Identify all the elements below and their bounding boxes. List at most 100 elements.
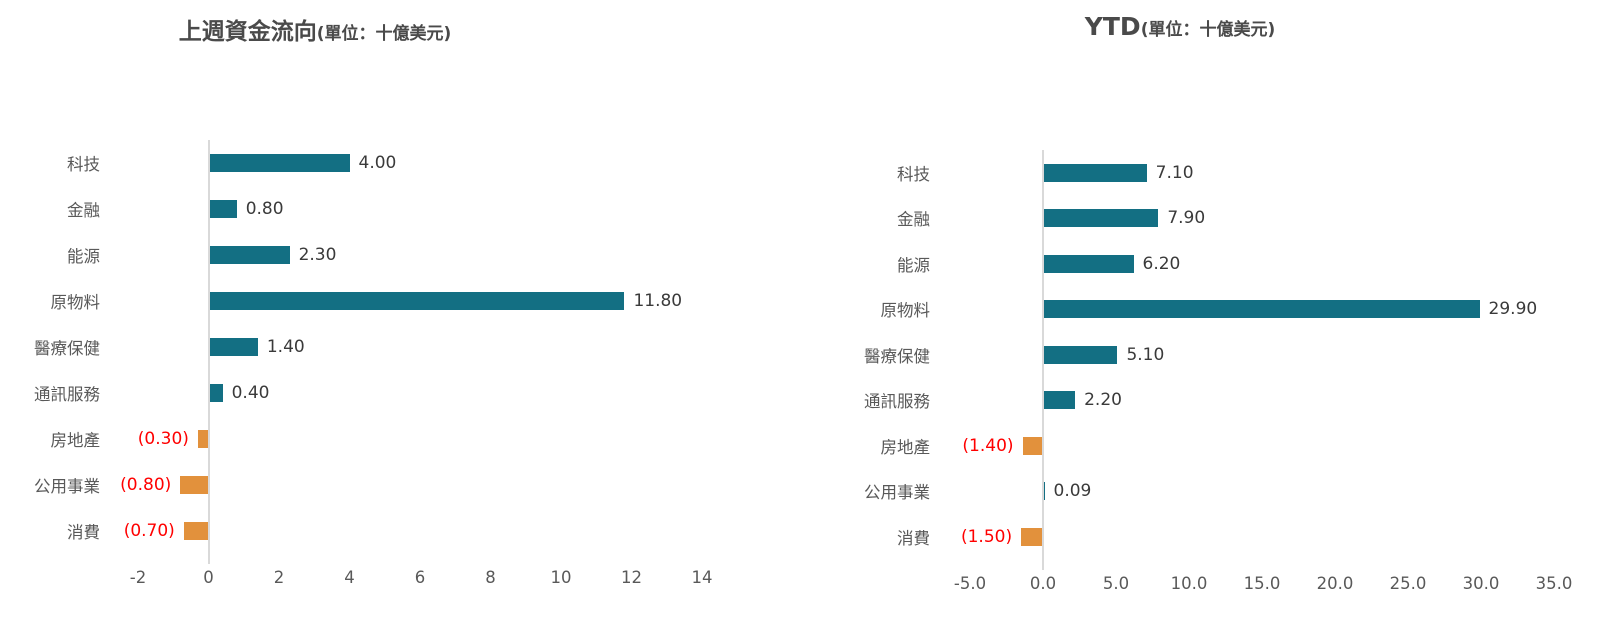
bar-row: 消費 (0.70) bbox=[0, 508, 702, 554]
zero-axis-line bbox=[1042, 150, 1044, 570]
x-axis-tick-label: 2 bbox=[273, 568, 285, 587]
positive-bar bbox=[1043, 209, 1159, 228]
bar-track: 4.00 bbox=[138, 140, 702, 186]
negative-bar bbox=[180, 476, 209, 494]
bar-row: 金融 7.90 bbox=[830, 196, 1554, 242]
bar-row: 能源 6.20 bbox=[830, 241, 1554, 287]
x-axis-tick-label: 4 bbox=[344, 568, 355, 587]
value-label: (1.50) bbox=[960, 526, 1013, 547]
x-axis-tick-label: 14 bbox=[691, 568, 713, 587]
value-label: 5.10 bbox=[1126, 344, 1165, 365]
bar-track: (0.80) bbox=[120, 462, 702, 508]
x-axis-tick-label: 0.0 bbox=[1029, 573, 1057, 593]
positive-bar bbox=[1043, 254, 1134, 273]
bar-track: 29.90 bbox=[970, 287, 1554, 333]
x-axis-tick-label: 35.0 bbox=[1535, 573, 1573, 593]
bar-row: 醫療保健 1.40 bbox=[0, 324, 702, 370]
x-axis-tick-label: 25.0 bbox=[1389, 573, 1427, 593]
value-label: (0.80) bbox=[120, 475, 172, 495]
value-label: 7.10 bbox=[1155, 162, 1194, 183]
x-axis-tick-label: 10 bbox=[550, 568, 572, 587]
chart-title: 上週資金流向(單位：十億美元) bbox=[0, 12, 630, 46]
x-axis: -2 0 2 4 6 8 10 12 14 bbox=[130, 568, 713, 592]
bar-row: 消費 (1.50) bbox=[830, 514, 1554, 560]
bar-track: 1.40 bbox=[138, 324, 702, 370]
bar-track: 0.40 bbox=[138, 370, 702, 416]
bar-row: 房地產 (1.40) bbox=[830, 423, 1554, 469]
bar-row: 金融 0.80 bbox=[0, 186, 702, 232]
category-label: 醫療保健 bbox=[34, 339, 100, 358]
bar-track: (0.30) bbox=[138, 416, 702, 462]
bar-track: 7.90 bbox=[970, 196, 1554, 242]
bar-track: (1.40) bbox=[962, 423, 1554, 469]
category-label: 金融 bbox=[897, 210, 930, 230]
category-label: 能源 bbox=[897, 255, 930, 275]
category-label: 通訊服務 bbox=[34, 385, 100, 404]
category-label: 科技 bbox=[897, 164, 930, 184]
bar-rows: 科技 7.10 金融 7.90 能源 6.20 原物料 29.90 醫療保健 5.10 通訊服務 2.… bbox=[830, 150, 1554, 560]
x-axis-tick-label: 20.0 bbox=[1316, 573, 1354, 593]
bar-row: 科技 7.10 bbox=[830, 150, 1554, 196]
bar-track: 2.20 bbox=[970, 378, 1554, 424]
bar-row: 公用事業 0.09 bbox=[830, 469, 1554, 515]
x-axis-tick-label: 15.0 bbox=[1243, 573, 1281, 593]
bar-track: 0.80 bbox=[138, 186, 702, 232]
category-label: 通訊服務 bbox=[864, 392, 930, 412]
negative-bar bbox=[183, 522, 209, 540]
chart-title-text: 上週資金流向 bbox=[178, 19, 317, 45]
positive-bar bbox=[208, 384, 223, 402]
bar-row: 通訊服務 0.40 bbox=[0, 370, 702, 416]
positive-bar bbox=[208, 292, 625, 310]
bar-track: 7.10 bbox=[970, 150, 1554, 196]
x-axis-tick-label: 5.0 bbox=[1102, 573, 1130, 593]
bar-track: 0.09 bbox=[970, 469, 1554, 515]
value-label: 6.20 bbox=[1142, 253, 1181, 274]
positive-bar bbox=[208, 200, 237, 218]
bar-row: 能源 2.30 bbox=[0, 232, 702, 278]
x-axis-tick-label: 10.0 bbox=[1170, 573, 1208, 593]
bar-row: 原物料 29.90 bbox=[830, 287, 1554, 333]
plot-area: 科技 7.10 金融 7.90 能源 6.20 原物料 29.90 醫療保健 5.10 通訊服務 2.… bbox=[830, 0, 1605, 617]
value-label: (0.30) bbox=[137, 429, 189, 449]
bar-row: 原物料 11.80 bbox=[0, 278, 702, 324]
weekly-fund-flows-chart: 上週資金流向(單位：十億美元) 科技 4.00 金融 0.80 能源 2.30 原物料 11.… bbox=[0, 0, 790, 617]
x-axis-tick-label: -5.0 bbox=[953, 573, 987, 593]
plot-area: 科技 4.00 金融 0.80 能源 2.30 原物料 11.80 醫療保健 1.40 通訊服務 0.… bbox=[0, 0, 790, 617]
x-axis-tick-label: 8 bbox=[485, 568, 496, 587]
value-label: 11.80 bbox=[633, 291, 683, 311]
category-label: 金融 bbox=[67, 201, 100, 220]
bar-row: 醫療保健 5.10 bbox=[830, 332, 1554, 378]
bar-rows: 科技 4.00 金融 0.80 能源 2.30 原物料 11.80 醫療保健 1.40 通訊服務 0.… bbox=[0, 140, 702, 554]
x-axis-tick-label: 6 bbox=[414, 568, 426, 587]
bar-row: 通訊服務 2.20 bbox=[830, 378, 1554, 424]
value-label: 2.30 bbox=[298, 245, 337, 265]
bar-track: 2.30 bbox=[138, 232, 702, 278]
negative-bar bbox=[1021, 527, 1043, 546]
bar-track: 6.20 bbox=[970, 241, 1554, 287]
x-axis: -5.0 0.0 5.0 10.0 15.0 20.0 25.0 30.0 35.0 bbox=[954, 573, 1572, 598]
positive-bar bbox=[1043, 163, 1147, 182]
bar-row: 房地產 (0.30) bbox=[0, 416, 702, 462]
chart-title-unit: (單位：十億美元) bbox=[1140, 20, 1276, 40]
category-label: 公用事業 bbox=[864, 483, 930, 503]
value-label: 0.40 bbox=[231, 383, 270, 403]
value-label: 1.40 bbox=[266, 337, 305, 357]
positive-bar bbox=[208, 246, 290, 264]
chart-title-text: YTD bbox=[1084, 12, 1141, 41]
value-label: 2.20 bbox=[1084, 390, 1122, 411]
category-label: 公用事業 bbox=[34, 477, 100, 496]
bar-row: 公用事業 (0.80) bbox=[0, 462, 702, 508]
positive-bar bbox=[1043, 391, 1076, 410]
value-label: 0.09 bbox=[1053, 481, 1092, 502]
bar-track: 11.80 bbox=[138, 278, 702, 324]
category-label: 房地產 bbox=[50, 431, 101, 450]
value-label: 0.80 bbox=[245, 199, 284, 219]
x-axis-tick-label: -2 bbox=[129, 568, 147, 587]
negative-bar bbox=[1022, 436, 1043, 455]
positive-bar bbox=[1043, 300, 1480, 319]
negative-bar bbox=[197, 430, 209, 448]
category-label: 醫療保健 bbox=[864, 346, 930, 366]
category-label: 原物料 bbox=[880, 301, 931, 321]
bar-track: (0.70) bbox=[124, 508, 702, 554]
